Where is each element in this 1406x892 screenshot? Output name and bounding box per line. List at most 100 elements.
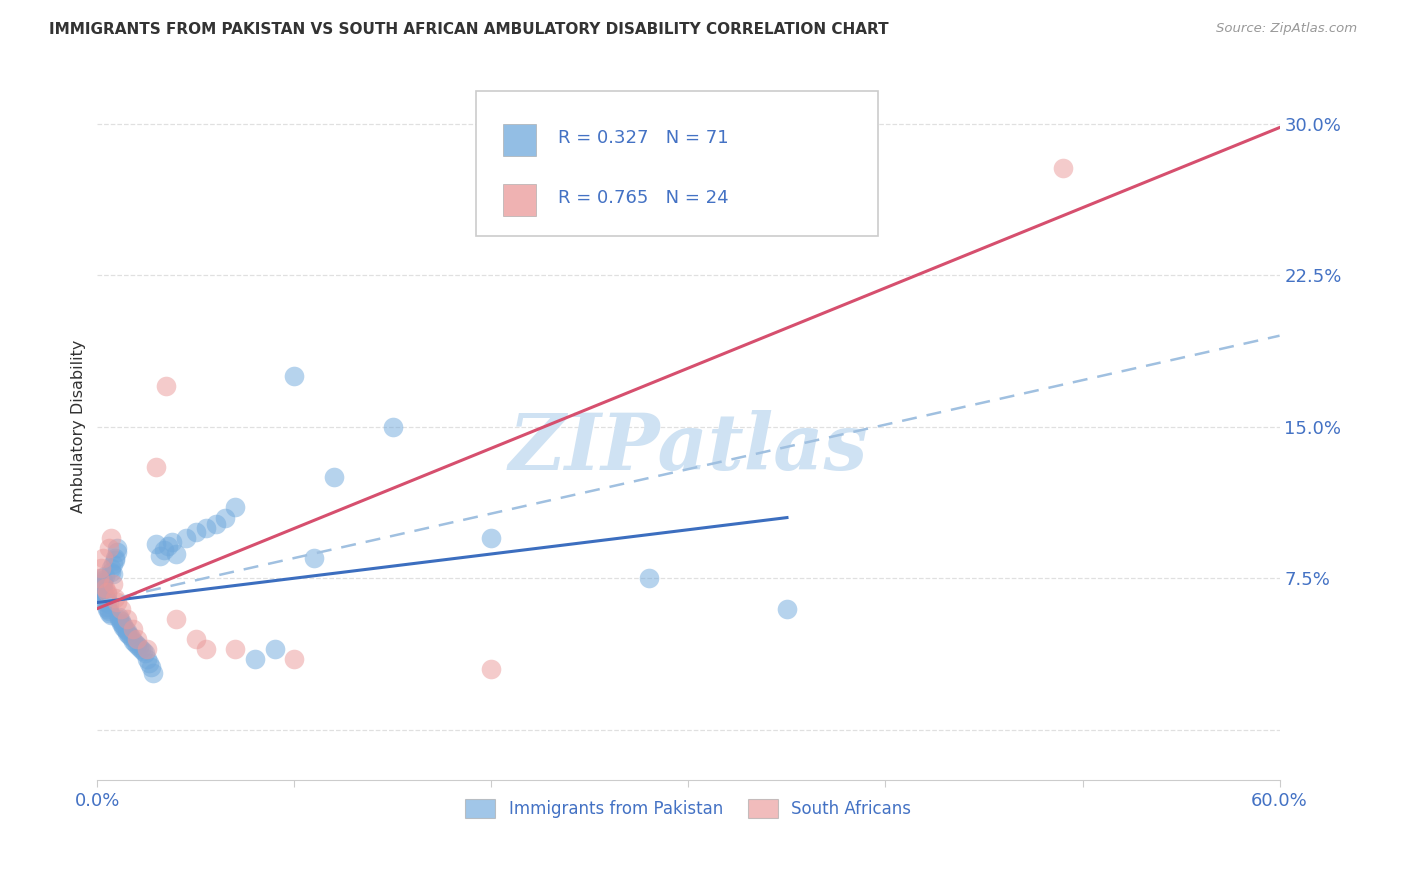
Text: R = 0.765   N = 24: R = 0.765 N = 24 xyxy=(558,188,730,207)
Point xyxy=(111,617,134,632)
Point xyxy=(115,625,138,640)
Point xyxy=(135,652,157,666)
Point xyxy=(114,622,136,636)
FancyBboxPatch shape xyxy=(503,184,536,216)
Text: Source: ZipAtlas.com: Source: ZipAtlas.com xyxy=(1216,22,1357,36)
Point xyxy=(121,622,143,636)
Point xyxy=(145,460,167,475)
Point xyxy=(145,537,167,551)
Point xyxy=(638,571,661,585)
Point xyxy=(118,628,141,642)
Point xyxy=(243,652,266,666)
FancyBboxPatch shape xyxy=(475,91,877,235)
Point xyxy=(96,599,118,614)
Point xyxy=(139,660,162,674)
Point xyxy=(98,603,121,617)
Point xyxy=(105,595,128,609)
Point xyxy=(100,565,122,579)
Point xyxy=(128,640,150,654)
FancyBboxPatch shape xyxy=(503,125,536,156)
Point xyxy=(155,379,177,393)
Point xyxy=(129,642,152,657)
Point xyxy=(1052,161,1074,175)
Point xyxy=(94,582,117,596)
Point xyxy=(481,662,503,676)
Point xyxy=(96,593,118,607)
Point xyxy=(104,591,127,606)
Point xyxy=(98,541,121,555)
Point xyxy=(96,601,118,615)
Point xyxy=(174,531,197,545)
Point xyxy=(120,630,142,644)
Point xyxy=(100,561,122,575)
Point xyxy=(110,601,132,615)
Point xyxy=(224,500,246,515)
Point xyxy=(204,516,226,531)
Point xyxy=(91,583,114,598)
Point xyxy=(94,569,117,583)
Point xyxy=(157,539,180,553)
Point xyxy=(96,587,118,601)
Point xyxy=(96,585,118,599)
Point xyxy=(125,632,148,646)
Point xyxy=(115,624,138,638)
Point xyxy=(283,652,305,666)
Point xyxy=(160,534,183,549)
Point xyxy=(98,598,121,612)
Point xyxy=(165,612,187,626)
Point xyxy=(135,642,157,657)
Point xyxy=(100,531,122,545)
Point xyxy=(89,571,111,585)
Point xyxy=(141,666,163,681)
Point xyxy=(104,553,127,567)
Point xyxy=(89,582,111,596)
Point xyxy=(89,591,111,606)
Text: IMMIGRANTS FROM PAKISTAN VS SOUTH AFRICAN AMBULATORY DISABILITY CORRELATION CHAR: IMMIGRANTS FROM PAKISTAN VS SOUTH AFRICA… xyxy=(49,22,889,37)
Point xyxy=(98,606,121,620)
Point xyxy=(91,575,114,590)
Point xyxy=(101,577,124,591)
Point xyxy=(100,607,122,622)
Point xyxy=(263,642,285,657)
Point xyxy=(108,609,131,624)
Point xyxy=(115,612,138,626)
Legend: Immigrants from Pakistan, South Africans: Immigrants from Pakistan, South Africans xyxy=(458,792,918,825)
Point xyxy=(165,547,187,561)
Point xyxy=(283,369,305,384)
Point xyxy=(214,510,236,524)
Point xyxy=(134,646,156,660)
Point xyxy=(108,612,131,626)
Point xyxy=(104,551,127,566)
Point xyxy=(111,620,134,634)
Point xyxy=(302,551,325,566)
Point xyxy=(224,642,246,657)
Point xyxy=(184,524,207,539)
Point xyxy=(322,470,344,484)
Text: ZIPatlas: ZIPatlas xyxy=(509,409,868,486)
Point xyxy=(776,601,799,615)
Point xyxy=(105,541,128,555)
Point xyxy=(381,419,404,434)
Point xyxy=(131,644,153,658)
Point xyxy=(90,577,112,591)
Point xyxy=(90,571,112,585)
Text: R = 0.327   N = 71: R = 0.327 N = 71 xyxy=(558,129,730,147)
Y-axis label: Ambulatory Disability: Ambulatory Disability xyxy=(72,340,86,513)
Point xyxy=(105,545,128,559)
Point xyxy=(194,521,217,535)
Point xyxy=(110,615,132,630)
Point xyxy=(149,549,172,563)
Point xyxy=(91,551,114,566)
Point xyxy=(94,590,117,604)
Point xyxy=(110,614,132,628)
Point xyxy=(153,542,176,557)
Point xyxy=(94,595,117,609)
Point xyxy=(184,632,207,646)
Point xyxy=(91,573,114,587)
Point xyxy=(121,633,143,648)
Point xyxy=(138,656,160,670)
Point xyxy=(90,585,112,599)
Point xyxy=(481,531,503,545)
Point xyxy=(101,557,124,571)
Point xyxy=(194,642,217,657)
